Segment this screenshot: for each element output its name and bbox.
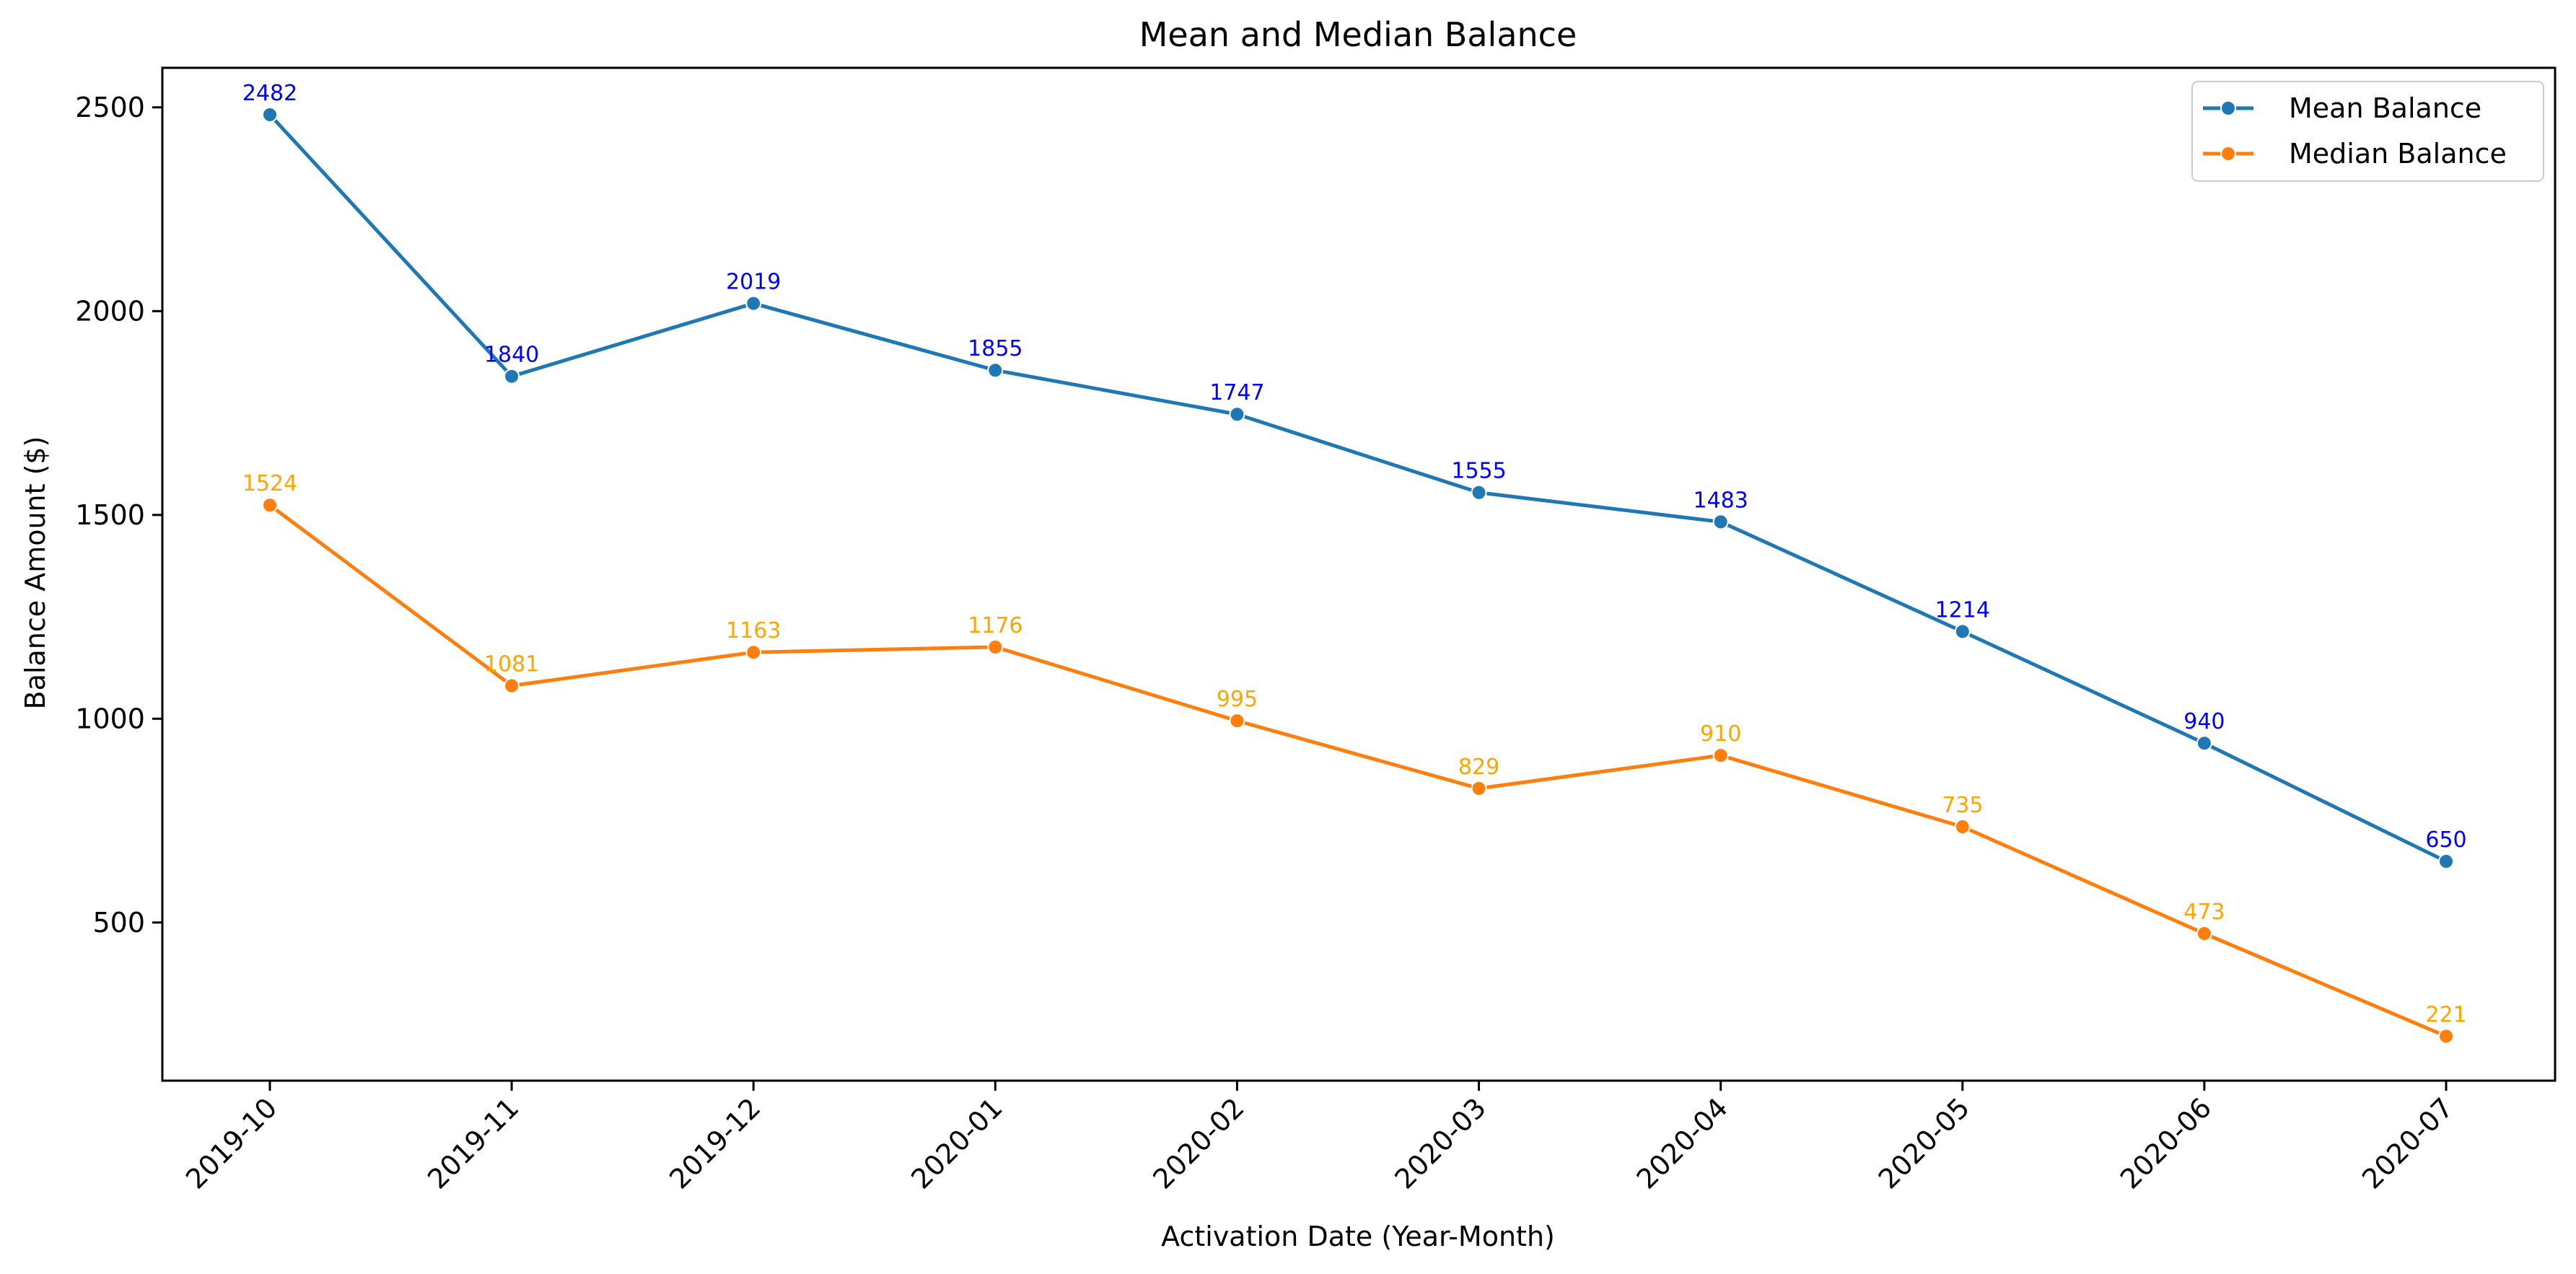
data-label: 1555: [1451, 459, 1506, 484]
data-label: 2019: [726, 270, 781, 295]
data-label: 221: [2425, 1002, 2466, 1027]
data-point: [987, 638, 1004, 655]
y-tick-label: 2500: [75, 92, 145, 123]
legend: Mean Balance Median Balance: [2191, 81, 2544, 182]
data-point: [1954, 623, 1971, 640]
axes: 500 1000 1500 2000 2500 2019-10 2019-11 2019-12…: [75, 92, 2459, 1195]
series-0: 2482 1840 2019 1855 1747 1555 1483 1214 940 650: [242, 81, 2467, 870]
data-point: [2438, 1028, 2454, 1045]
data-point: [2196, 735, 2212, 752]
data-label: 1840: [484, 343, 539, 368]
x-axis-label: Activation Date (Year-Month): [1161, 1221, 1555, 1252]
data-label: 995: [1217, 687, 1258, 712]
legend-item: Median Balance: [2203, 138, 2507, 170]
series-line: [268, 504, 2447, 1038]
y-tick-label: 2000: [75, 295, 145, 327]
data-label: 1081: [484, 652, 539, 677]
data-point: [1229, 406, 1245, 423]
series-line: [268, 113, 2448, 864]
legend-label: Median Balance: [2289, 138, 2507, 170]
legend-label: Mean Balance: [2289, 92, 2481, 124]
y-tick-label: 1500: [75, 499, 145, 531]
data-point: [504, 368, 520, 385]
y-axis-label: Balance Amount ($): [19, 436, 51, 710]
data-point: [745, 295, 762, 312]
x-tick-label: 2020-01: [905, 1091, 1008, 1195]
data-point: [504, 677, 520, 694]
data-label: 1483: [1693, 488, 1748, 513]
data-point: [262, 497, 278, 514]
data-point: [1712, 747, 1729, 764]
data-point: [1471, 780, 1487, 796]
x-tick-label: 2020-06: [2114, 1091, 2217, 1195]
data-point: [1229, 713, 1245, 729]
data-label: 650: [2425, 827, 2466, 853]
legend-frame: [2191, 81, 2544, 182]
plot-area: 500 1000 1500 2000 2500 2019-10 2019-11 2019-12…: [75, 81, 2466, 1195]
data-point: [1954, 819, 1971, 835]
chart-title: Mean and Median Balance: [1139, 15, 1577, 54]
data-point: [2196, 926, 2212, 942]
plot-frame: [161, 66, 2557, 1082]
y-tick-label: 1000: [75, 703, 145, 734]
x-tick-label: 2019-11: [421, 1091, 525, 1195]
data-label: 473: [2183, 900, 2225, 925]
legend-marker: [2220, 100, 2236, 116]
data-point: [745, 644, 762, 661]
data-point: [1471, 484, 1487, 501]
y-tick-label: 500: [92, 907, 145, 939]
data-label: 1855: [968, 336, 1022, 361]
data-label: 829: [1458, 755, 1499, 780]
x-tick-label: 2019-12: [663, 1091, 766, 1195]
data-label: 1214: [1935, 597, 1990, 623]
data-label: 735: [1942, 793, 1983, 818]
x-tick-label: 2020-05: [1872, 1091, 1976, 1195]
legend-item: Mean Balance: [2203, 92, 2481, 124]
data-label: 910: [1700, 721, 1741, 747]
data-point: [1712, 514, 1729, 530]
data-label: 1176: [968, 613, 1022, 638]
data-label: 1747: [1209, 380, 1264, 405]
x-tick-label: 2020-04: [1631, 1091, 1734, 1195]
x-tick-label: 2020-02: [1147, 1091, 1250, 1195]
data-point: [987, 362, 1004, 379]
data-point: [262, 106, 278, 123]
x-tick-label: 2020-07: [2356, 1091, 2459, 1195]
series-1: 1524 1081 1163 1176 995 829 910 735 473 221: [242, 471, 2467, 1045]
data-label: 2482: [242, 81, 297, 106]
legend-marker: [2220, 146, 2236, 162]
x-tick-label: 2020-03: [1389, 1091, 1492, 1195]
data-label: 1524: [242, 471, 297, 496]
data-label: 1163: [726, 618, 781, 643]
x-tick-label: 2019-10: [180, 1091, 283, 1195]
data-label: 940: [2183, 709, 2225, 734]
data-point: [2438, 853, 2454, 870]
